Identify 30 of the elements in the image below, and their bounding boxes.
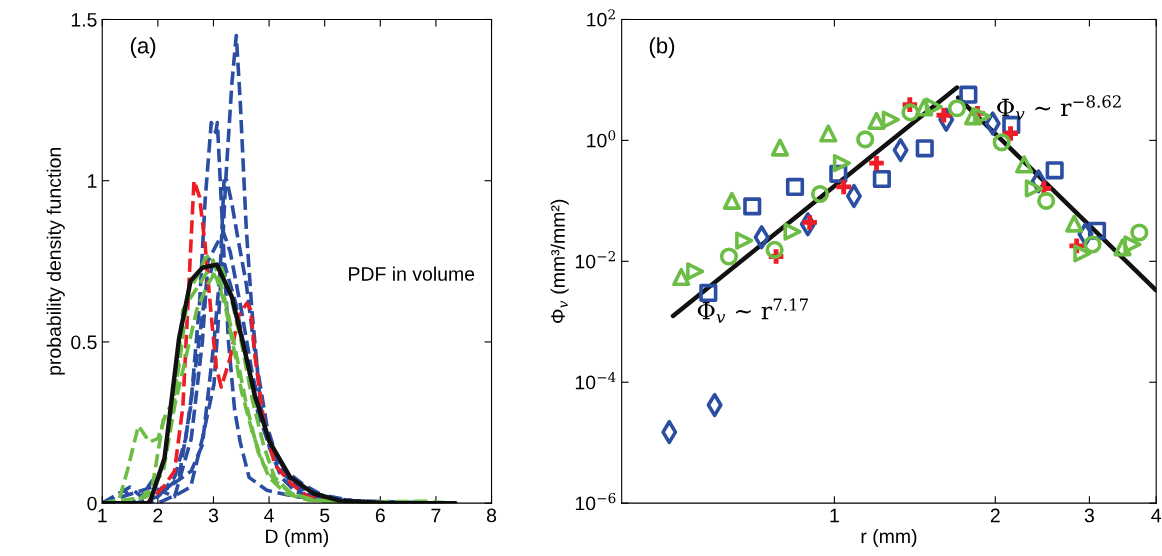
y-tick-label: 10$^{−2}$ bbox=[575, 251, 615, 269]
y-tick-label: 1.5 bbox=[71, 13, 97, 27]
y-tick-label: 10$^{−4}$ bbox=[575, 371, 616, 390]
x-tick-label: 4 bbox=[1151, 508, 1162, 523]
annotation: Φ$_{v}$ ∼ r$^{−8.62}$ bbox=[997, 95, 1121, 120]
x-tick-label: 3 bbox=[1084, 508, 1094, 523]
x-tick-label: 1 bbox=[830, 508, 839, 523]
annotation: (a) bbox=[130, 37, 156, 58]
x-tick-label: 2 bbox=[990, 508, 1000, 523]
x-tick-label: 1 bbox=[98, 508, 107, 523]
y-axis-title: Φ$_{v}$ (mm³/mm²) bbox=[550, 199, 569, 323]
y-tick-label: 10$^{0}$ bbox=[587, 130, 616, 148]
y-tick-label: 0.5 bbox=[71, 335, 97, 350]
x-tick-label: 6 bbox=[375, 508, 385, 523]
x-tick-label: 3 bbox=[208, 508, 219, 523]
x-axis-title: D (mm) bbox=[266, 528, 329, 548]
annotation: Φ$_{v}$ ∼ r$^{7.17}$ bbox=[697, 298, 808, 323]
x-tick-label: 4 bbox=[264, 508, 274, 523]
annotation: (b) bbox=[649, 37, 675, 58]
x-tick-label: 2 bbox=[153, 508, 163, 523]
y-tick-label: 1 bbox=[88, 174, 97, 188]
y-axis-title: probability density function bbox=[46, 148, 65, 375]
x-tick-label: 8 bbox=[486, 508, 497, 523]
y-tick-label: 0 bbox=[87, 496, 97, 511]
x-axis-title: r (mm) bbox=[861, 528, 917, 548]
x-tick-label: 7 bbox=[431, 508, 441, 523]
y-tick-label: 10$^{2}$ bbox=[587, 9, 615, 27]
x-tick-label: 5 bbox=[320, 508, 330, 523]
y-tick-label: 10$^{−6}$ bbox=[575, 492, 616, 511]
annotation: PDF in volume bbox=[349, 266, 475, 281]
